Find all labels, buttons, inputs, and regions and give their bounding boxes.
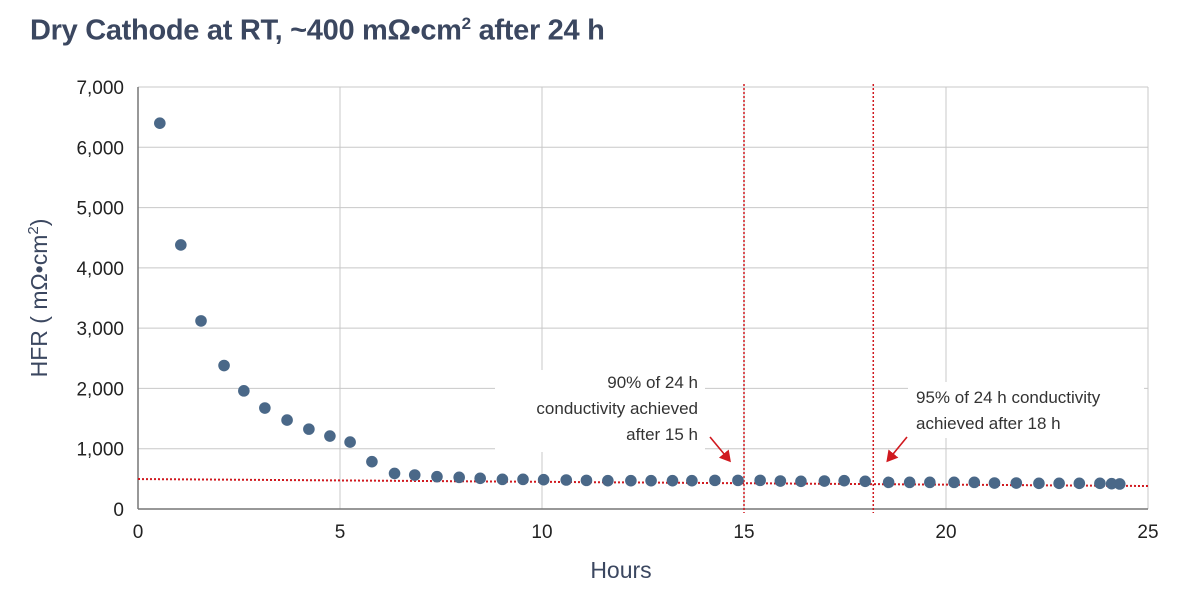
data-point	[795, 475, 807, 488]
x-tick-label: 0	[133, 522, 144, 543]
title-text: Dry Cathode at RT, ~400 mΩ•cm	[30, 14, 462, 47]
x-tick-label: 5	[335, 522, 346, 543]
data-point	[1073, 477, 1086, 490]
y-tick-label: 1,000	[76, 440, 124, 461]
reference-lines	[137, 84, 1149, 513]
data-point	[1053, 477, 1065, 490]
data-point	[496, 473, 509, 486]
data-point	[560, 474, 573, 486]
data-point	[1033, 477, 1045, 490]
annotation-text: 90% of 24 h	[607, 373, 698, 392]
data-point	[859, 475, 871, 488]
data-point	[686, 474, 698, 487]
data-point	[344, 436, 356, 448]
y-tick-label: 3,000	[76, 319, 124, 340]
data-point	[366, 455, 378, 468]
data-point	[408, 469, 421, 481]
annotation-arrow	[709, 436, 731, 463]
x-tick-label: 20	[935, 522, 956, 543]
y-axis-label-main: HFR ( mΩ•cm	[26, 235, 52, 378]
annotation-text: after 15 h	[626, 425, 698, 444]
data-points	[154, 117, 1126, 490]
data-point	[580, 474, 593, 487]
annotation-background	[908, 382, 1144, 438]
axes: 0 1,000 2,000 3,000 4,000 5,000 6,000 7,000 0 5 10…	[76, 78, 1158, 543]
data-point	[238, 385, 250, 397]
annotations: 90% of 24 h conductivity achieved after 15…	[495, 370, 1144, 463]
data-point	[281, 414, 293, 426]
data-point	[218, 359, 230, 372]
data-point	[968, 476, 981, 489]
y-tick-label: 0	[113, 500, 124, 521]
title-tail: after 24 h	[470, 14, 605, 47]
y-tick-label: 2,000	[76, 379, 124, 400]
data-point	[666, 474, 679, 487]
data-point	[838, 474, 850, 487]
data-point	[754, 474, 766, 487]
data-point	[388, 467, 401, 480]
data-point	[903, 476, 916, 489]
data-point	[517, 473, 529, 486]
annotation-text: conductivity achieved	[536, 399, 698, 418]
data-point	[1010, 477, 1023, 489]
data-point	[474, 472, 486, 485]
data-point	[602, 474, 614, 487]
y-tick-label: 7,000	[76, 78, 124, 99]
data-point	[732, 474, 744, 487]
data-point	[709, 474, 721, 487]
data-point	[453, 471, 465, 484]
y-axis-label-sup: 2	[25, 226, 42, 234]
data-point	[324, 430, 336, 442]
data-point	[948, 476, 960, 489]
y-axis-label-tail: )	[26, 219, 52, 227]
data-point	[195, 315, 207, 327]
x-tick-label: 10	[531, 522, 552, 543]
y-tick-label: 6,000	[76, 138, 124, 159]
title-superscript: 2	[461, 14, 471, 33]
y-tick-label: 4,000	[76, 259, 124, 280]
data-point	[1113, 478, 1126, 490]
data-point	[645, 474, 657, 487]
chart-title: Dry Cathode at RT, ~400 mΩ•cm2 after 24 …	[30, 14, 605, 48]
annotation-arrow	[886, 436, 908, 463]
x-axis-label: Hours	[590, 557, 651, 583]
data-point	[259, 402, 271, 414]
data-point	[924, 476, 936, 489]
x-tick-label: 25	[1137, 522, 1158, 543]
data-point	[431, 470, 443, 483]
data-point	[818, 475, 831, 487]
data-point	[774, 475, 787, 487]
annotation-background	[495, 370, 705, 452]
data-point	[175, 239, 187, 251]
y-axis-label: HFR ( mΩ•cm2)	[25, 219, 52, 378]
y-tick-label: 5,000	[76, 199, 124, 220]
x-tick-label: 15	[733, 522, 754, 543]
annotation-text: 95% of 24 h conductivity	[916, 388, 1101, 407]
data-point	[303, 423, 315, 435]
data-point	[882, 476, 895, 489]
trendline	[137, 478, 1149, 488]
data-point	[625, 474, 637, 487]
data-point	[154, 117, 166, 129]
annotation-text: achieved after 18 h	[916, 414, 1061, 433]
data-point	[537, 473, 550, 486]
grid	[138, 86, 1149, 509]
data-point	[988, 477, 1001, 489]
data-point	[1094, 477, 1106, 490]
